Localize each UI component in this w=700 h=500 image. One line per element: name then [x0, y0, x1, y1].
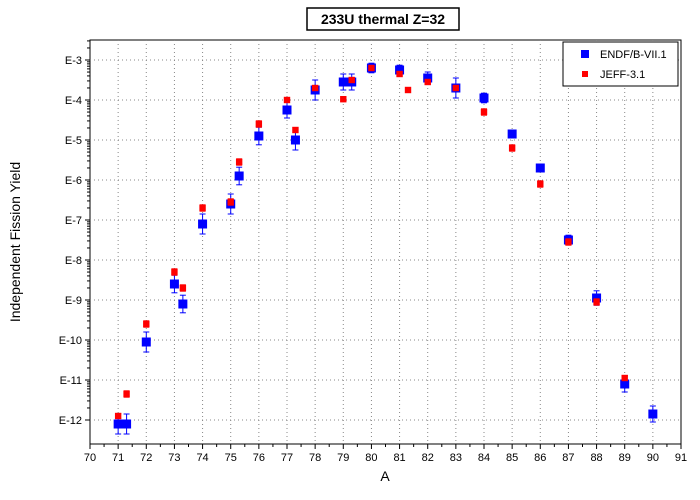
- x-tick-label: 88: [590, 452, 602, 464]
- legend: ENDF/B-VII.1 JEFF-3.1: [562, 41, 679, 87]
- data-point: [648, 409, 658, 419]
- data-point: [114, 412, 122, 420]
- data-point: [234, 171, 244, 181]
- data-series: [113, 62, 658, 435]
- x-tick-label: 77: [281, 452, 293, 464]
- data-point: [535, 163, 545, 173]
- chart-title: 233U thermal Z=32: [321, 11, 445, 27]
- data-point: [254, 131, 264, 141]
- data-point: [227, 198, 234, 206]
- y-axis-title: Independent Fission Yield: [7, 162, 23, 322]
- y-tick-label: E-7: [65, 215, 82, 227]
- y-tick-label: E-12: [59, 415, 82, 427]
- x-tick-label: 70: [84, 452, 96, 464]
- x-tick-label: 85: [506, 452, 518, 464]
- x-tick-label: 79: [337, 452, 349, 464]
- x-axis-ticks: 70 71 72 73 74 75 76 77 78 79 80 81 82 83 84 85 86 87 88 89…: [84, 444, 687, 464]
- legend-marker-jeff: [582, 71, 588, 77]
- data-point: [179, 284, 187, 292]
- x-tick-label: 83: [450, 452, 462, 464]
- legend-marker-endf: [581, 50, 589, 58]
- data-point: [122, 419, 132, 429]
- data-point: [292, 126, 299, 134]
- y-tick-label: E-11: [60, 375, 82, 387]
- data-point: [178, 299, 188, 309]
- x-tick-label: 91: [675, 452, 687, 464]
- data-point: [565, 238, 572, 246]
- x-axis-title: A: [380, 468, 390, 484]
- plot-area: [89, 39, 682, 445]
- data-point: [169, 279, 179, 289]
- y-axis-ticks: E-12 E-11 E-10 E-9 E-8 E-7 E-6 E-5 E-4 E-3: [59, 40, 90, 427]
- data-point: [311, 84, 319, 92]
- data-point: [198, 219, 208, 229]
- y-tick-label: E-5: [65, 135, 82, 147]
- y-tick-label: E-4: [65, 95, 82, 107]
- y-tick-label: E-10: [59, 335, 82, 347]
- data-point: [199, 204, 206, 212]
- x-tick-label: 78: [309, 452, 321, 464]
- data-point: [368, 64, 375, 72]
- y-tick-label: E-8: [65, 255, 82, 267]
- y-tick-label: E-9: [65, 295, 82, 307]
- title-frame: [306, 7, 460, 31]
- data-point: [113, 419, 123, 429]
- x-tick-label: 75: [225, 452, 237, 464]
- data-point: [123, 390, 130, 398]
- data-point: [143, 320, 150, 328]
- data-point: [340, 96, 347, 103]
- x-tick-label: 74: [196, 452, 208, 464]
- data-point: [452, 84, 460, 92]
- x-tick-label: 90: [647, 452, 659, 464]
- data-point: [424, 78, 431, 86]
- data-point: [593, 298, 600, 306]
- legend-label-endf: ENDF/B-VII.1: [600, 49, 667, 61]
- x-tick-label: 89: [619, 452, 631, 464]
- data-point: [283, 96, 291, 104]
- data-point: [537, 180, 544, 188]
- data-point: [395, 65, 405, 75]
- x-tick-label: 84: [478, 452, 490, 464]
- x-tick-label: 73: [168, 452, 180, 464]
- data-point: [396, 70, 403, 78]
- data-point: [290, 135, 300, 145]
- chart-title-box: 233U thermal Z=32: [306, 7, 460, 31]
- series-jeff: [114, 64, 628, 420]
- data-point: [423, 73, 433, 83]
- data-point: [338, 77, 348, 87]
- data-point: [404, 86, 412, 94]
- data-point: [621, 374, 628, 382]
- y-tick-label: E-3: [65, 55, 82, 67]
- data-point: [479, 93, 489, 103]
- legend-frame: [562, 41, 679, 87]
- x-tick-label: 81: [393, 452, 405, 464]
- x-tick-label: 82: [422, 452, 434, 464]
- data-point: [171, 268, 178, 276]
- x-tick-label: 71: [112, 452, 124, 464]
- x-tick-label: 80: [365, 452, 377, 464]
- data-point: [141, 337, 151, 347]
- x-tick-label: 76: [253, 452, 265, 464]
- data-point: [480, 108, 488, 116]
- x-tick-label: 72: [140, 452, 152, 464]
- data-point: [508, 144, 516, 152]
- data-point: [282, 105, 292, 115]
- x-tick-label: 87: [562, 452, 574, 464]
- y-tick-label: E-6: [65, 175, 82, 187]
- data-point: [592, 293, 602, 303]
- data-point: [348, 76, 355, 84]
- data-point: [620, 379, 630, 389]
- legend-label-jeff: JEFF-3.1: [600, 69, 645, 81]
- data-point: [255, 120, 263, 128]
- data-point: [235, 158, 243, 166]
- x-tick-label: 86: [534, 452, 546, 464]
- data-point: [507, 129, 517, 139]
